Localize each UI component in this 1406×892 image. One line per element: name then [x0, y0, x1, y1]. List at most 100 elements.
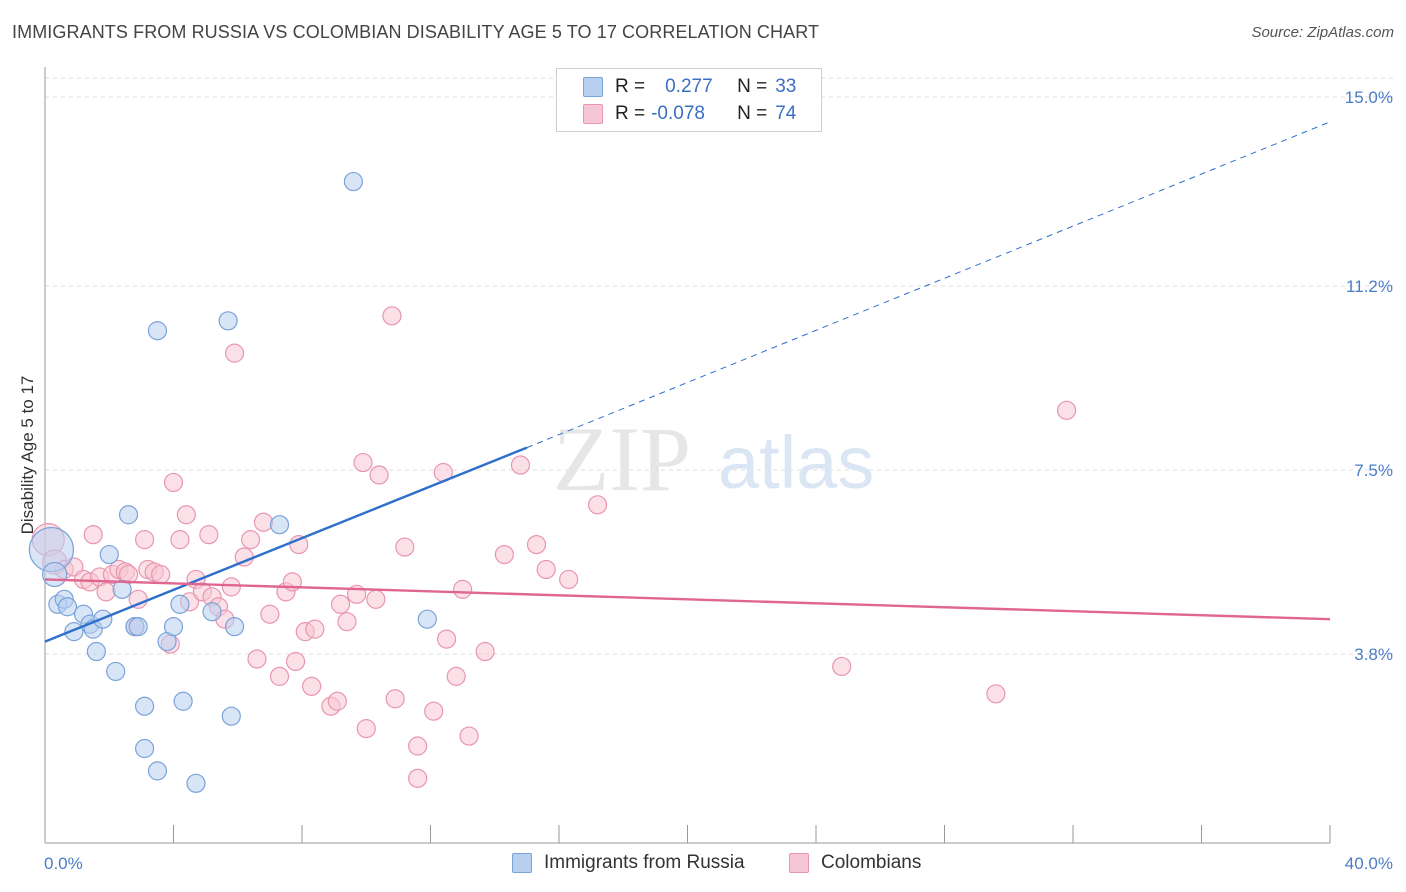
colombians-point	[285, 651, 306, 672]
colombians-point	[526, 534, 547, 555]
colombians-points	[31, 306, 1077, 788]
colombians-point	[832, 656, 852, 677]
russia-point	[218, 311, 238, 331]
colombians-point	[330, 594, 351, 614]
colombians-point	[176, 505, 196, 525]
colombians-point	[241, 530, 261, 550]
colombians-point	[408, 736, 428, 756]
legend-n-value: 33	[775, 76, 797, 97]
russia-point	[202, 602, 222, 622]
legend-row-russia: R = 0.277 N = 33	[583, 74, 796, 100]
colombians-point	[83, 525, 103, 545]
legend-r-label: R =	[615, 103, 646, 124]
watermark: ZIP atlas	[553, 408, 874, 510]
legend-item-russia: Immigrants from Russia	[512, 852, 745, 874]
colombians-point	[382, 306, 402, 326]
russia-point	[147, 321, 168, 341]
colombians-point	[353, 452, 373, 473]
russia-point	[86, 641, 107, 662]
colombians-point	[369, 465, 389, 485]
russia-point	[106, 661, 126, 682]
colombians-point	[986, 684, 1006, 704]
russia-point	[163, 617, 184, 637]
colombians-point	[163, 472, 184, 493]
colombians-point	[170, 530, 190, 550]
y-axis-title: Disability Age 5 to 17	[18, 376, 37, 535]
watermark-zip: ZIP	[553, 408, 691, 510]
correlation-legend: R = 0.277 N = 33 R = -0.078 N = 74	[556, 68, 822, 132]
legend-n-value: 74	[775, 103, 797, 124]
colombians-legend-swatch	[789, 853, 809, 873]
russia-point	[147, 761, 168, 781]
colombians-point	[356, 719, 376, 739]
colombians-point	[424, 701, 444, 721]
colombians-point	[459, 726, 479, 746]
russia-legend-swatch	[512, 853, 532, 873]
colombians-point	[453, 579, 473, 599]
legend-r-label: R =	[615, 76, 646, 97]
russia-point	[170, 594, 190, 614]
chart-title: IMMIGRANTS FROM RUSSIA VS COLOMBIAN DISA…	[12, 22, 820, 42]
x-tick-label: 40.0%	[1345, 854, 1393, 873]
colombians-point	[510, 455, 531, 475]
y-tick-label: 11.2%	[1346, 277, 1393, 296]
russia-point	[417, 609, 437, 629]
russia-point	[99, 544, 119, 565]
y-tick-label: 7.5%	[1354, 461, 1393, 480]
russia-point	[134, 696, 155, 716]
legend-r-value: 0.277	[665, 76, 713, 97]
legend-r-value: -0.078	[651, 103, 705, 124]
russia-trend-extension	[526, 121, 1331, 449]
russia-point	[221, 706, 241, 726]
colombians-point	[199, 525, 219, 545]
russia-swatch	[583, 77, 603, 97]
legend-n-label: N =	[737, 103, 768, 124]
colombians-point	[475, 641, 495, 662]
colombians-point	[221, 577, 241, 597]
tick-labels: 3.8% 7.5% 11.2% 15.0% 0.0% 40.0%	[44, 88, 1393, 873]
colombians-point	[395, 537, 415, 557]
colombians-point	[1056, 400, 1077, 420]
colombians-point	[302, 676, 322, 696]
source-label: Source: ZipAtlas.com	[1251, 24, 1394, 41]
colombians-swatch	[583, 104, 603, 124]
russia-point	[186, 773, 206, 793]
colombians-point	[260, 604, 280, 624]
x-tick-label: 0.0%	[44, 854, 83, 873]
russia-point	[128, 617, 148, 637]
colombians-point	[134, 530, 155, 550]
colombians-point	[151, 564, 171, 585]
colombians-point	[436, 629, 457, 649]
legend-label-colombians: Colombians	[821, 852, 922, 873]
russia-point	[343, 171, 363, 192]
colombians-point	[337, 612, 357, 632]
series-legend: Immigrants from Russia Colombians	[0, 852, 1406, 878]
colombians-point	[385, 689, 405, 709]
russia-points	[28, 171, 437, 793]
colombians-point	[494, 544, 514, 565]
russia-point	[269, 515, 290, 535]
russia-point	[134, 738, 155, 759]
colombians-point	[305, 619, 325, 639]
colombians-point	[559, 569, 579, 590]
trend-lines	[44, 121, 1331, 643]
russia-point	[112, 579, 132, 599]
colombians-point	[366, 589, 386, 609]
russia-point	[118, 505, 139, 525]
y-tick-label: 15.0%	[1345, 88, 1393, 107]
russia-point	[57, 597, 78, 617]
colombians-trend-line	[44, 578, 1331, 621]
y-tick-label: 3.8%	[1354, 645, 1393, 664]
legend-item-colombians: Colombians	[789, 852, 921, 874]
colombians-point	[269, 666, 290, 686]
legend-label-russia: Immigrants from Russia	[544, 852, 745, 873]
colombians-point	[253, 512, 274, 532]
colombians-point	[536, 559, 556, 580]
watermark-atlas: atlas	[718, 421, 874, 504]
russia-trend-line	[44, 446, 528, 643]
colombians-point	[327, 691, 347, 711]
colombians-point	[587, 495, 608, 515]
legend-n-label: N =	[737, 76, 768, 97]
colombians-point	[96, 582, 116, 602]
